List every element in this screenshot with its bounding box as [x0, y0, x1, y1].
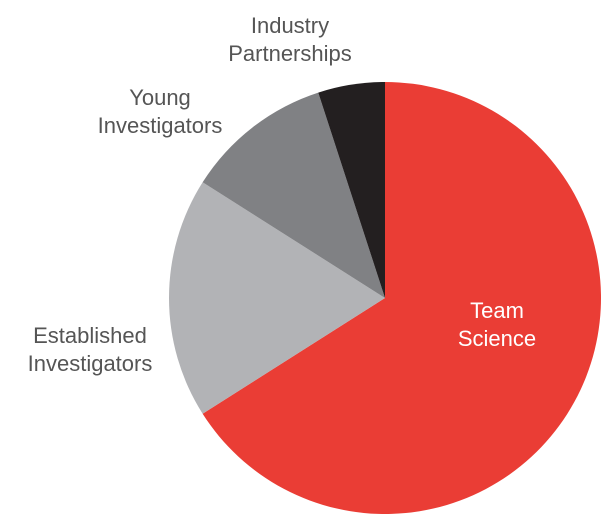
slice-label: Established Investigators	[27, 323, 153, 376]
slice-label: Young Investigators	[97, 85, 223, 138]
slice-label: Industry Partnerships	[228, 13, 352, 66]
pie-slice	[202, 82, 601, 514]
pie-slice	[318, 82, 385, 298]
pie-slice	[169, 182, 385, 414]
slice-label: Team Science	[457, 298, 537, 351]
pie-slice	[202, 92, 385, 298]
